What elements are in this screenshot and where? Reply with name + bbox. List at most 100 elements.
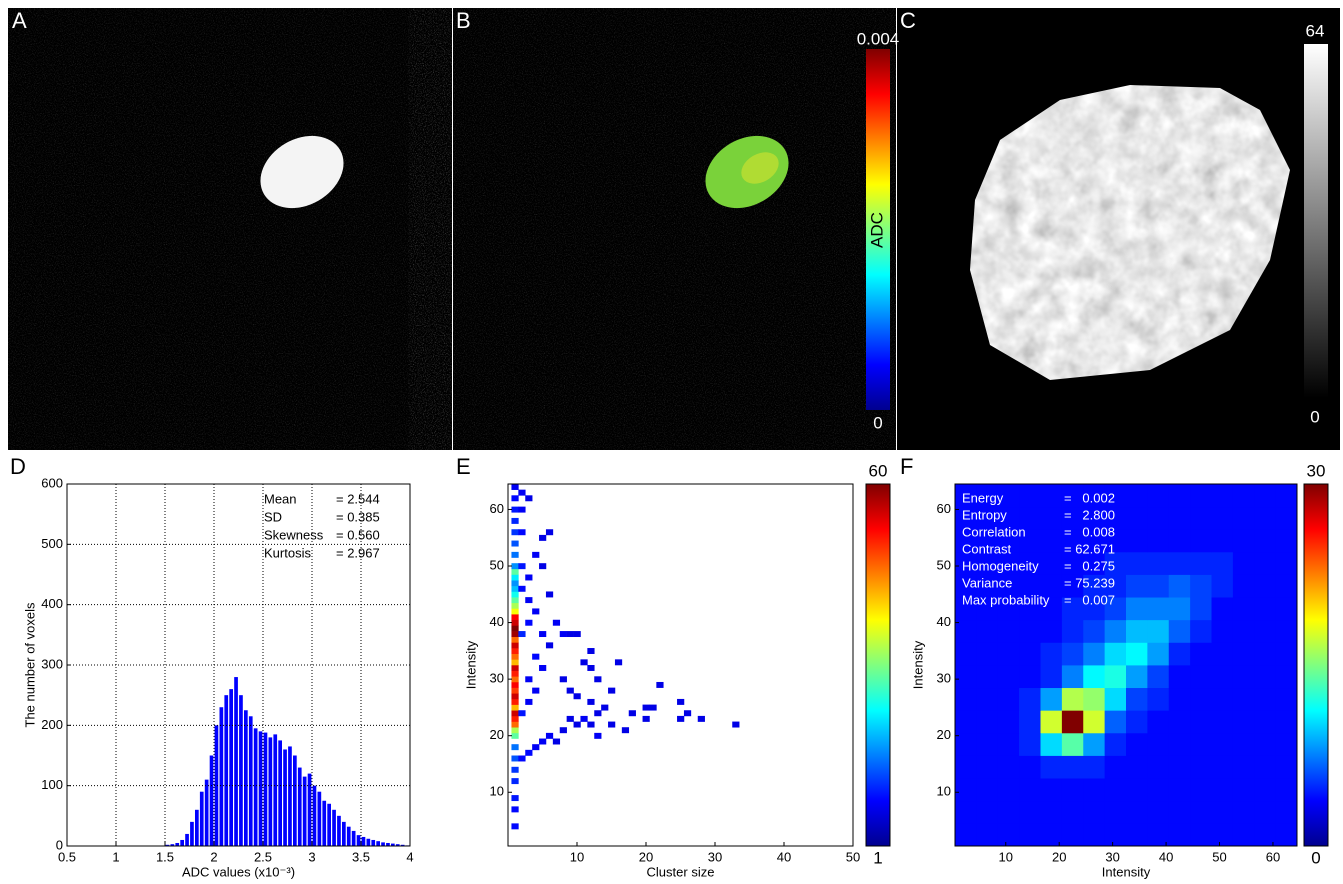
bar [288, 746, 292, 846]
cell [1040, 574, 1063, 598]
bar [219, 707, 224, 846]
cell [1232, 619, 1255, 643]
cell [518, 529, 526, 536]
cell [1190, 642, 1212, 666]
cell [1232, 732, 1255, 756]
cell [1147, 665, 1170, 689]
cell [955, 665, 977, 689]
cell [1232, 574, 1255, 598]
cell [976, 710, 999, 734]
cell [525, 698, 533, 705]
cell [1104, 642, 1127, 666]
cell [1168, 597, 1191, 621]
stat-name: Max probability [962, 592, 1050, 607]
cell [1232, 529, 1255, 553]
cell [532, 653, 540, 660]
cell [539, 738, 547, 745]
cell [621, 727, 630, 734]
cell [1061, 665, 1084, 689]
cell [1211, 665, 1234, 689]
cell [511, 665, 519, 671]
cell [511, 608, 519, 615]
cell [955, 506, 977, 530]
bar [371, 839, 376, 846]
cell [1040, 642, 1063, 666]
x-tick-label: 1.5 [156, 849, 174, 864]
cell [511, 670, 519, 677]
cell [1168, 619, 1191, 643]
cell [955, 597, 977, 621]
cell [511, 551, 519, 558]
axes-frame [954, 483, 1298, 847]
cell [1190, 619, 1212, 643]
y-axis-label: Intensity [910, 640, 925, 689]
x-tick-label: 2.5 [254, 849, 272, 864]
stat-name: Skewness [264, 527, 324, 542]
cell [1254, 710, 1277, 734]
cell [997, 529, 1020, 553]
cell [1147, 778, 1170, 802]
bar [209, 755, 214, 846]
cell [1190, 484, 1212, 508]
bar [253, 728, 258, 846]
cell [1040, 665, 1063, 689]
cell [511, 693, 519, 700]
cell [1126, 665, 1148, 689]
x-tick-label: 40 [777, 849, 791, 864]
x-tick-label: 20 [1052, 849, 1066, 864]
cell [511, 529, 519, 536]
bar [278, 740, 282, 846]
cell [1061, 823, 1084, 847]
cell [656, 681, 664, 688]
bar [248, 716, 253, 846]
stat-value: = 0.560 [336, 527, 380, 542]
cell [559, 676, 567, 683]
cell [1040, 619, 1063, 643]
panel-label: A [12, 8, 27, 33]
cell [580, 715, 588, 722]
cell [1104, 529, 1127, 553]
cell [1019, 778, 1041, 802]
cell [1019, 574, 1041, 598]
lesion [260, 135, 344, 209]
cell [1147, 619, 1170, 643]
bar [302, 776, 307, 846]
cell [1168, 551, 1191, 575]
colorbar-min: 1 [873, 848, 882, 867]
cell [1040, 823, 1063, 847]
cell [649, 704, 657, 711]
cell [525, 574, 533, 581]
cell [594, 676, 602, 683]
cell [1190, 665, 1212, 689]
cell [1190, 574, 1212, 598]
x-tick-label: 3 [308, 849, 315, 864]
x-tick-label: 0.5 [58, 849, 76, 864]
y-tick-label: 50 [490, 557, 504, 572]
cell [511, 676, 519, 683]
cell [1232, 597, 1255, 621]
x-tick-label: 50 [846, 849, 860, 864]
cell [1019, 642, 1041, 666]
y-tick-label: 60 [490, 501, 504, 516]
cell [511, 602, 519, 609]
cell [511, 495, 519, 502]
cell [1147, 529, 1170, 553]
panel-label: F [900, 454, 913, 479]
cell [1083, 529, 1106, 553]
x-axis-label: ADC values (x10⁻³) [182, 864, 295, 879]
cell [955, 619, 977, 643]
cell [587, 648, 595, 654]
x-axis-label: Cluster size [647, 864, 715, 879]
cell [1232, 823, 1255, 847]
cell [1126, 529, 1148, 553]
cell [1040, 778, 1063, 802]
cell [1061, 800, 1084, 824]
bar [283, 749, 287, 846]
cell [997, 597, 1020, 621]
cell [1254, 484, 1277, 508]
cell [518, 710, 526, 717]
cell [511, 744, 519, 751]
cell [955, 687, 977, 711]
cell [1168, 484, 1191, 508]
cell [525, 749, 533, 756]
